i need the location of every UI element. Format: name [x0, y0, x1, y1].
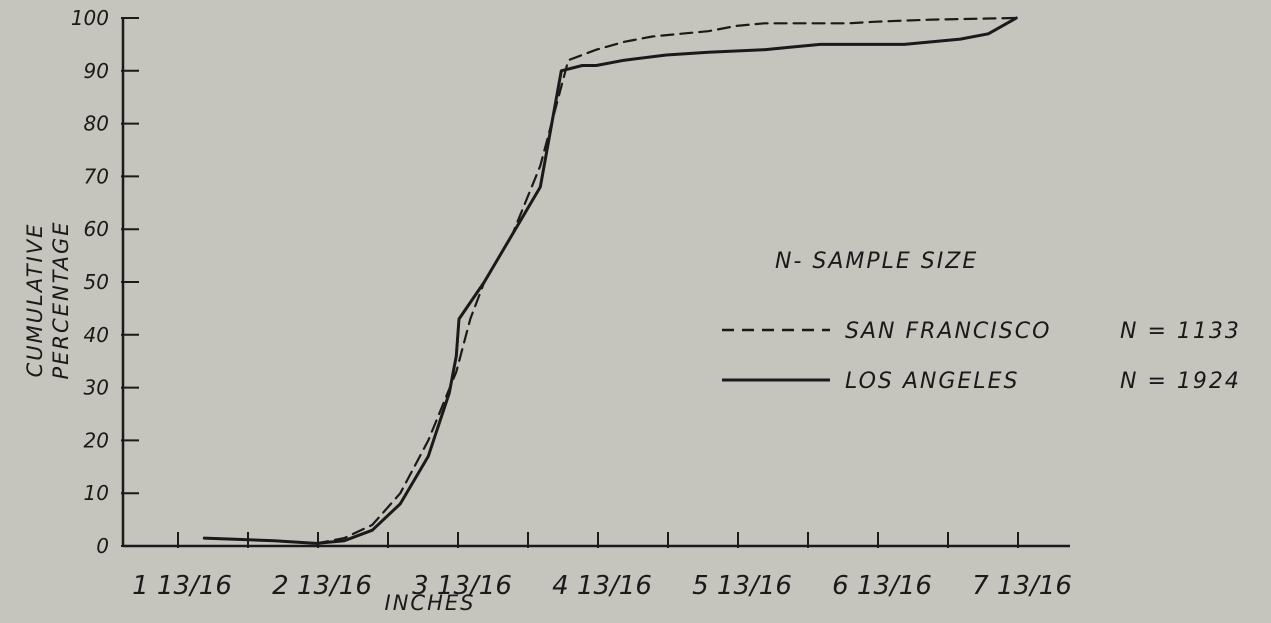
y-tick-label: 50 — [84, 270, 109, 294]
y-tick-label: 100 — [71, 6, 109, 30]
y-tick-label: 0 — [96, 534, 109, 558]
y-tick-label: 30 — [84, 376, 109, 400]
x-tick-label: 3 13/16 — [412, 571, 512, 601]
x-tick-label: 5 13/16 — [692, 571, 792, 601]
series-line-los-angeles — [202, 16, 1018, 545]
x-tick-label: 2 13/16 — [272, 571, 372, 601]
legend-label-los-angeles: LOS ANGELES — [845, 369, 1019, 394]
axes — [121, 17, 1070, 548]
x-axis-title: INCHES — [385, 591, 476, 615]
y-tick-label: 90 — [84, 59, 109, 83]
y-axis-title-line-2: PERCENTAGE — [49, 221, 73, 380]
y-tick-label: 40 — [84, 323, 109, 347]
y-axis-title-line-1: CUMULATIVE — [23, 223, 47, 378]
x-tick-label: 1 13/16 — [132, 571, 232, 601]
y-tick-label: 10 — [84, 481, 109, 505]
series-line-san-francisco — [315, 16, 1018, 545]
legend-n-san-francisco: N = 1133 — [1120, 319, 1241, 344]
x-tick-label: 6 13/16 — [832, 571, 932, 601]
axis-labels: 0 10 20 30 40 50 60 70 80 90 100 1 13/16 2 13/16 3 13… — [71, 6, 1072, 601]
y-tick-label: 60 — [84, 217, 109, 241]
legend-n-los-angeles: N = 1924 — [1120, 369, 1241, 394]
x-tick-label: 7 13/16 — [972, 571, 1072, 601]
plot-area — [202, 16, 1018, 545]
legend-label-san-francisco: SAN FRANCISCO — [845, 319, 1051, 344]
y-tick-label: 70 — [84, 164, 109, 188]
legend-title: N- SAMPLE SIZE — [775, 249, 978, 274]
y-tick-label: 20 — [84, 428, 109, 452]
x-tick-label: 4 13/16 — [552, 571, 652, 601]
y-tick-label: 80 — [84, 112, 109, 136]
legend: N- SAMPLE SIZE SAN FRANCISCO N = 1133 LO… — [722, 249, 1241, 394]
